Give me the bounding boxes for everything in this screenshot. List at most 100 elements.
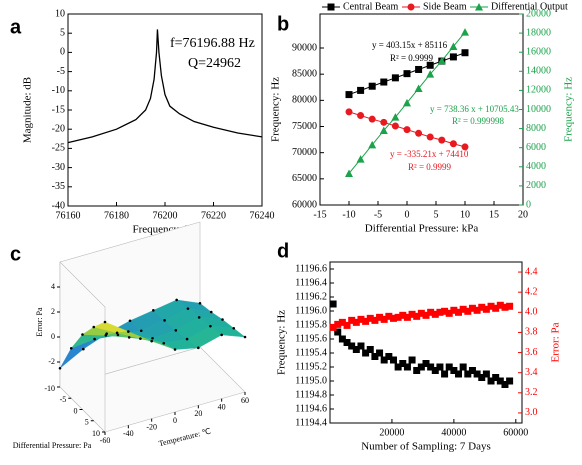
marker bbox=[461, 49, 469, 57]
marker bbox=[345, 169, 353, 177]
marker bbox=[426, 61, 434, 69]
marker bbox=[329, 323, 337, 331]
plot-frame bbox=[329, 261, 523, 424]
marker bbox=[413, 367, 421, 374]
marker bbox=[368, 140, 377, 149]
x-tick-label: 20 bbox=[518, 209, 528, 220]
marker bbox=[376, 349, 384, 357]
z-axis-label: Error: Pa bbox=[35, 307, 44, 337]
marker bbox=[376, 313, 384, 321]
y-tick-label: -20 bbox=[52, 123, 65, 134]
x-tick-label: -60 bbox=[100, 436, 111, 445]
marker bbox=[389, 314, 397, 322]
x-tick-label: 40000 bbox=[441, 427, 466, 438]
marker bbox=[403, 313, 411, 321]
marker bbox=[415, 65, 423, 73]
annotation: y = 403.15x + 85116 bbox=[372, 40, 448, 50]
marker bbox=[449, 53, 457, 61]
data-point bbox=[185, 337, 189, 341]
data-point bbox=[221, 318, 224, 321]
y-tick-label: 11196.2 bbox=[295, 291, 327, 302]
marker bbox=[455, 308, 463, 316]
x-axis-label: Differential Pressure: kPa bbox=[365, 223, 479, 235]
marker bbox=[403, 363, 411, 371]
marker bbox=[362, 317, 370, 325]
data-point bbox=[58, 366, 62, 370]
marker bbox=[334, 320, 342, 328]
y2-tick-label: 16000 bbox=[526, 46, 551, 57]
marker bbox=[426, 133, 434, 141]
y-tick-label: -5 bbox=[60, 395, 67, 404]
y-tick-label: 11195.6 bbox=[295, 333, 327, 344]
x-tick-label: -40 bbox=[123, 429, 134, 438]
marker bbox=[366, 346, 374, 353]
data-point bbox=[127, 336, 131, 339]
y-tick-label: -25 bbox=[52, 143, 65, 154]
y-axis-label: Frequency: Hz bbox=[276, 310, 288, 375]
y-tick-label: 11195.2 bbox=[295, 361, 327, 372]
marker bbox=[408, 310, 416, 318]
data-point bbox=[152, 309, 155, 312]
x-tick-label: -5 bbox=[374, 209, 382, 220]
y-tick-label: 11196.6 bbox=[295, 263, 327, 274]
legend-marker bbox=[475, 3, 483, 11]
data-point bbox=[82, 347, 85, 351]
y2-tick-label: 6000 bbox=[526, 142, 546, 153]
marker bbox=[357, 112, 365, 120]
y2-tick-label: 3.0 bbox=[525, 407, 538, 418]
y2-tick-label: 18000 bbox=[526, 27, 551, 38]
y-tick-label: 11196.0 bbox=[295, 305, 327, 316]
marker bbox=[464, 370, 472, 378]
y-tick-label: 5 bbox=[60, 27, 65, 38]
marker bbox=[357, 342, 365, 350]
marker bbox=[459, 363, 467, 371]
x-tick-label: 76240 bbox=[250, 210, 275, 221]
x-tick-label: -15 bbox=[313, 209, 326, 220]
data-point bbox=[104, 334, 108, 337]
annotation: R² = 0.9999 bbox=[408, 162, 452, 172]
marker bbox=[478, 374, 486, 381]
y-tick-label: 0 bbox=[74, 406, 78, 415]
marker bbox=[417, 363, 425, 371]
x-tick-label: 76160 bbox=[56, 210, 81, 221]
marker bbox=[496, 377, 504, 385]
y2-tick-label: 0 bbox=[526, 199, 531, 210]
marker bbox=[468, 367, 476, 374]
marker bbox=[380, 356, 388, 364]
data-point bbox=[209, 324, 212, 328]
y-tick-label: 0 bbox=[60, 47, 65, 58]
marker bbox=[385, 353, 393, 360]
x-tick-label: 5 bbox=[434, 209, 439, 220]
marker bbox=[417, 309, 425, 317]
x-tick-label: 0 bbox=[405, 209, 410, 220]
marker bbox=[357, 315, 365, 323]
legend-label: Differential Output bbox=[491, 1, 568, 12]
marker bbox=[461, 28, 469, 36]
marker bbox=[455, 370, 463, 378]
x-tick-label: 0 bbox=[173, 416, 177, 425]
y2-tick-label: 4.2 bbox=[525, 286, 538, 297]
y2-tick-label: 8000 bbox=[526, 123, 546, 134]
marker bbox=[368, 115, 376, 123]
marker bbox=[357, 86, 365, 94]
x-tick-label: 60 bbox=[241, 396, 249, 405]
annotation: f=76196.88 Hz bbox=[170, 36, 255, 51]
annotation: R² = 0.999998 bbox=[452, 116, 505, 126]
marker bbox=[468, 304, 476, 312]
marker bbox=[413, 312, 421, 320]
marker bbox=[427, 363, 435, 371]
marker bbox=[422, 360, 430, 367]
marker bbox=[403, 126, 411, 134]
marker bbox=[436, 363, 444, 371]
marker bbox=[487, 302, 495, 310]
marker bbox=[394, 313, 402, 321]
y2-tick-label: 4.0 bbox=[525, 307, 538, 318]
x-tick-label: -10 bbox=[342, 209, 355, 220]
y-tick-label: 11195.0 bbox=[295, 375, 327, 386]
marker bbox=[431, 367, 439, 374]
y-tick-label: 11194.6 bbox=[295, 403, 327, 414]
marker bbox=[501, 381, 509, 388]
data-point bbox=[151, 336, 154, 340]
marker bbox=[492, 304, 500, 312]
marker bbox=[385, 312, 393, 320]
